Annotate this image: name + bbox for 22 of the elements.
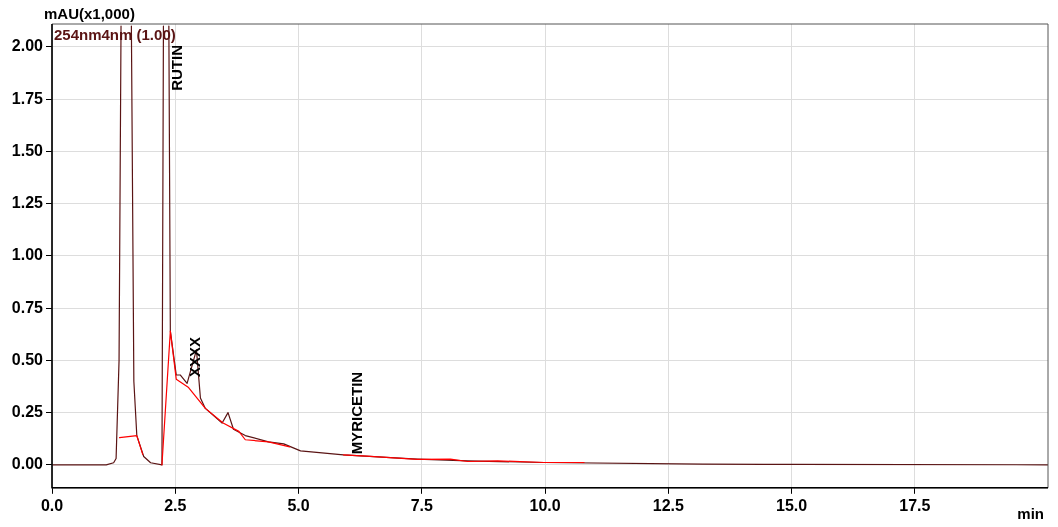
annotation: MYRICETIN — [348, 371, 366, 455]
y-tick-label: 0.00 — [11, 455, 44, 473]
annotation: RUTIN — [167, 45, 185, 91]
x-tick-label: 17.5 — [899, 496, 931, 514]
y-tick-label: 1.50 — [11, 141, 44, 159]
x-tick-label: 2.5 — [164, 496, 187, 514]
y-axis-title: mAU(x1,000) — [44, 4, 135, 22]
y-tick-label: 1.25 — [11, 194, 44, 212]
x-axis-title: min — [1017, 505, 1044, 523]
x-tick-label: 12.5 — [652, 496, 685, 514]
x-tick-label: 7.5 — [410, 496, 434, 514]
y-tick-label: 0.75 — [11, 298, 44, 316]
y-tick-label: 1.75 — [11, 89, 44, 107]
x-tick-label: 15.0 — [776, 496, 808, 514]
annotation: XXXX — [185, 337, 203, 378]
y-tick-label: 1.00 — [11, 246, 44, 264]
y-tick-label: 0.50 — [11, 350, 44, 368]
y-tick-label: 0.25 — [11, 403, 44, 420]
x-tick-label: 5.0 — [287, 496, 310, 514]
y-tick-label: 2.00 — [11, 37, 44, 55]
x-tick-label: 10.0 — [529, 496, 561, 514]
x-tick-label: 0.0 — [40, 496, 64, 514]
